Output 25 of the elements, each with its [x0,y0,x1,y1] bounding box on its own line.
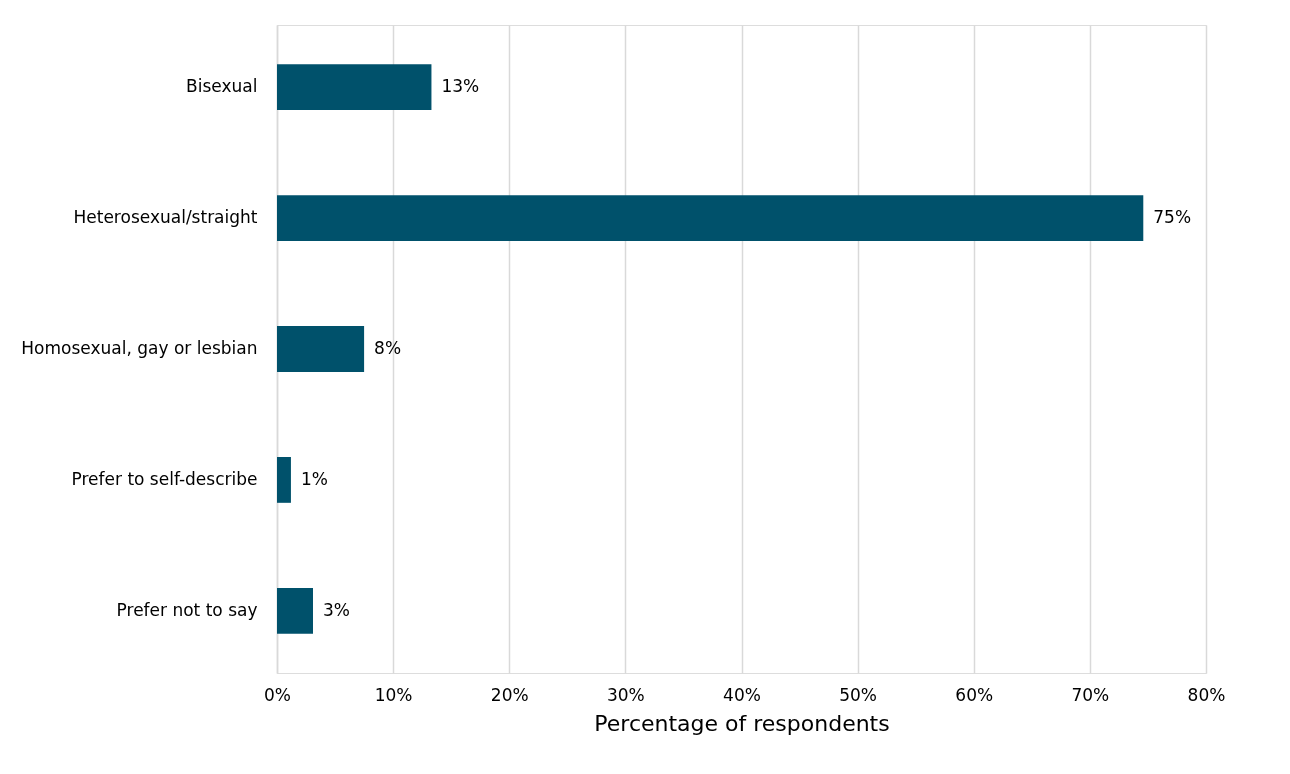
x-tick-label: 20% [490,684,529,705]
x-tick-label: 80% [1187,684,1226,705]
bar [277,457,291,503]
y-tick-label: Prefer to self-describe [71,468,258,489]
data-label: 3% [323,599,350,620]
bar [277,64,432,111]
x-tick-label: 60% [955,684,994,705]
y-tick-label: Heterosexual/straight [73,207,258,228]
y-tick-label: Homosexual, gay or lesbian [21,338,258,358]
x-tick-label: 50% [839,684,878,705]
data-label: 1% [300,468,328,489]
y-tick-label: Bisexual [186,76,258,97]
bar [277,587,313,634]
x-tick-label: 0% [264,684,291,705]
data-label: 8% [374,338,402,358]
x-tick-label: 30% [606,684,645,705]
y-tick-label: Prefer not to say [116,599,258,620]
data-label: 13% [441,76,480,97]
x-tick-label: 40% [723,684,761,705]
x-tick-label: 70% [1071,684,1110,705]
x-axis-title: Percentage of respondents [594,710,890,736]
data-label: 75% [1153,207,1192,228]
x-tick-label: 10% [374,684,413,705]
bar [277,195,1144,241]
bar [277,326,365,372]
